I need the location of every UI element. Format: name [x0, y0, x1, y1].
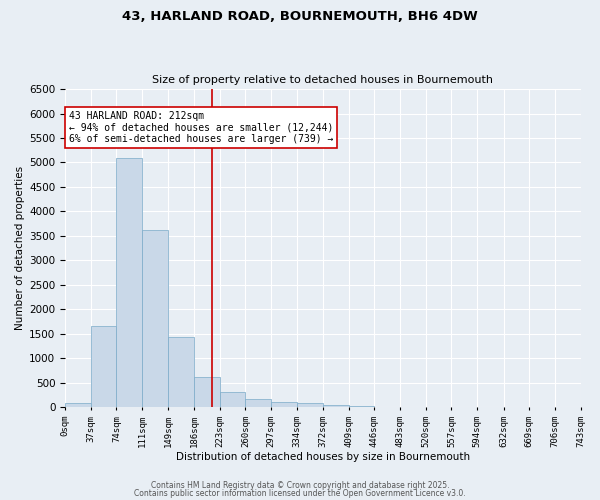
Bar — [194, 376, 220, 407]
Bar — [169, 337, 194, 407]
Bar — [245, 400, 271, 407]
X-axis label: Distribution of detached houses by size in Bournemouth: Distribution of detached houses by size … — [176, 452, 470, 462]
Title: Size of property relative to detached houses in Bournemouth: Size of property relative to detached ho… — [152, 76, 493, 86]
Bar — [297, 404, 323, 407]
Text: 43, HARLAND ROAD, BOURNEMOUTH, BH6 4DW: 43, HARLAND ROAD, BOURNEMOUTH, BH6 4DW — [122, 10, 478, 23]
Text: 43 HARLAND ROAD: 212sqm
← 94% of detached houses are smaller (12,244)
6% of semi: 43 HARLAND ROAD: 212sqm ← 94% of detache… — [68, 111, 333, 144]
Bar — [220, 392, 245, 407]
Bar — [349, 406, 374, 407]
Bar — [91, 326, 116, 407]
Bar — [116, 158, 142, 407]
Text: Contains HM Land Registry data © Crown copyright and database right 2025.: Contains HM Land Registry data © Crown c… — [151, 481, 449, 490]
Bar — [323, 404, 349, 407]
Bar — [65, 404, 91, 407]
Y-axis label: Number of detached properties: Number of detached properties — [15, 166, 25, 330]
Text: Contains public sector information licensed under the Open Government Licence v3: Contains public sector information licen… — [134, 488, 466, 498]
Bar — [142, 230, 169, 407]
Bar — [271, 402, 297, 407]
